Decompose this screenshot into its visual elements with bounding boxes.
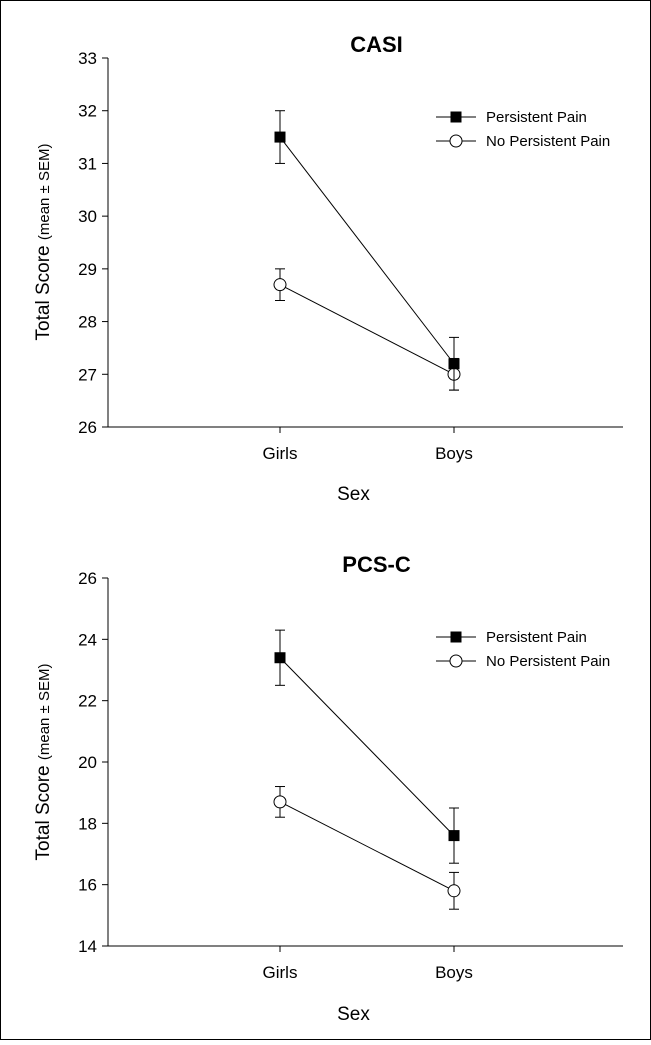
data-point-persistent-pain	[274, 131, 286, 143]
y-tick-label: 16	[78, 876, 97, 895]
chart-title: PCS-C	[342, 552, 411, 577]
y-tick-label: 30	[78, 207, 97, 226]
y-tick-label: 20	[78, 753, 97, 772]
y-tick-label: 26	[78, 569, 97, 588]
legend-marker-circle	[449, 134, 463, 148]
legend-label: No Persistent Pain	[486, 133, 610, 150]
y-axis-label-main: Total Score	[33, 240, 54, 340]
legend-marker-square	[450, 111, 462, 123]
legend-label: Persistent Pain	[486, 109, 587, 126]
legend-label: Persistent Pain	[486, 629, 587, 646]
x-tick-label: Girls	[263, 963, 298, 982]
series-line	[279, 801, 455, 892]
x-tick-label: Girls	[263, 444, 298, 463]
y-tick-label: 22	[78, 692, 97, 711]
y-axis-label-sub: (mean ± SEM)	[36, 144, 53, 241]
legend-marker-circle	[449, 654, 463, 668]
y-axis-label-sub: (mean ± SEM)	[36, 664, 53, 761]
legend-label: No Persistent Pain	[486, 653, 610, 670]
data-point-no-persistent-pain	[273, 795, 287, 809]
chart-panel-1: CASI 26 27 28 29 30 31 32 33 Girls Boys Sex Total Sc…	[33, 32, 623, 505]
y-tick-label: 32	[78, 102, 97, 121]
chart-panel-2: PCS-C 14 16 18 20 22 24 26 Girls Boys Sex Total Sco…	[33, 552, 623, 1025]
series-line	[279, 657, 455, 836]
y-tick-label: 26	[78, 418, 97, 437]
y-tick-label: 14	[78, 937, 97, 956]
y-axis-label: Total Score (mean ± SEM)	[33, 664, 54, 861]
data-point-persistent-pain	[448, 358, 460, 370]
y-tick-label: 28	[78, 313, 97, 332]
y-axis-label: Total Score (mean ± SEM)	[33, 144, 54, 341]
y-tick-label: 31	[78, 154, 97, 173]
data-point-persistent-pain	[448, 830, 460, 842]
chart-title: CASI	[350, 32, 403, 57]
y-tick-label: 18	[78, 814, 97, 833]
x-tick-label: Boys	[435, 444, 473, 463]
legend-marker-square	[450, 631, 462, 643]
series-line	[279, 284, 455, 375]
x-axis-label: Sex	[337, 1004, 370, 1025]
y-axis-label-main: Total Score	[33, 760, 54, 860]
x-axis-label: Sex	[337, 484, 370, 505]
data-point-no-persistent-pain	[273, 278, 287, 292]
y-tick-label: 24	[78, 630, 97, 649]
y-tick-label: 29	[78, 260, 97, 279]
x-tick-label: Boys	[435, 963, 473, 982]
data-point-no-persistent-pain	[447, 884, 461, 898]
series-line	[279, 136, 455, 365]
data-point-persistent-pain	[274, 652, 286, 664]
y-tick-label: 33	[78, 49, 97, 68]
y-tick-label: 27	[78, 365, 97, 384]
